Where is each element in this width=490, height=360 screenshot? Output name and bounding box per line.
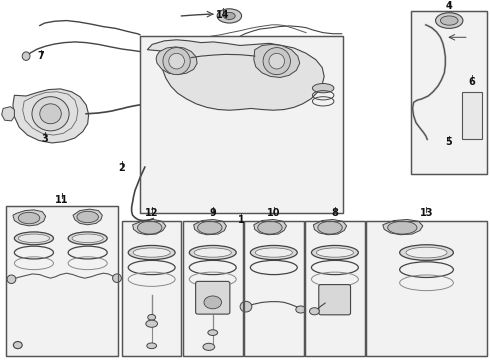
Ellipse shape xyxy=(269,53,285,69)
Ellipse shape xyxy=(148,315,156,320)
Ellipse shape xyxy=(146,320,158,327)
Polygon shape xyxy=(73,209,102,225)
Ellipse shape xyxy=(133,248,170,257)
Ellipse shape xyxy=(312,246,358,260)
Ellipse shape xyxy=(32,97,69,131)
Bar xyxy=(366,221,487,356)
Ellipse shape xyxy=(318,221,342,234)
Polygon shape xyxy=(254,220,287,235)
Text: 6: 6 xyxy=(469,77,476,87)
Ellipse shape xyxy=(203,343,215,350)
Text: 3: 3 xyxy=(41,134,48,144)
Polygon shape xyxy=(314,220,346,235)
Ellipse shape xyxy=(7,275,16,284)
Bar xyxy=(183,221,243,356)
Bar xyxy=(140,36,343,213)
Ellipse shape xyxy=(317,248,353,257)
Ellipse shape xyxy=(163,48,190,75)
Text: 4: 4 xyxy=(445,1,452,11)
Ellipse shape xyxy=(77,211,98,223)
Bar xyxy=(122,221,181,356)
Ellipse shape xyxy=(40,104,61,124)
Ellipse shape xyxy=(406,247,447,258)
FancyBboxPatch shape xyxy=(319,285,350,315)
Ellipse shape xyxy=(72,234,103,243)
Polygon shape xyxy=(194,220,226,235)
Text: 9: 9 xyxy=(209,208,216,219)
Polygon shape xyxy=(133,220,166,235)
Ellipse shape xyxy=(441,16,458,25)
Text: 10: 10 xyxy=(267,208,281,219)
Bar xyxy=(183,221,243,356)
Text: 7: 7 xyxy=(37,51,44,61)
Ellipse shape xyxy=(313,84,334,93)
Text: 12: 12 xyxy=(145,208,158,219)
Ellipse shape xyxy=(113,274,122,283)
Bar xyxy=(411,10,487,174)
Text: 1: 1 xyxy=(238,215,245,225)
Ellipse shape xyxy=(255,248,293,257)
Ellipse shape xyxy=(223,12,235,19)
Ellipse shape xyxy=(388,221,417,234)
Ellipse shape xyxy=(13,342,22,348)
Polygon shape xyxy=(1,107,14,121)
Text: 8: 8 xyxy=(331,208,338,219)
Bar xyxy=(305,221,365,356)
Bar xyxy=(140,36,343,213)
Ellipse shape xyxy=(128,246,175,260)
Bar xyxy=(463,93,482,139)
Ellipse shape xyxy=(208,330,218,336)
Ellipse shape xyxy=(189,246,236,260)
Ellipse shape xyxy=(18,234,49,243)
Bar xyxy=(244,221,304,356)
Polygon shape xyxy=(156,47,197,75)
Ellipse shape xyxy=(169,53,184,69)
Polygon shape xyxy=(147,40,324,110)
Polygon shape xyxy=(254,44,300,77)
Bar xyxy=(366,221,487,356)
Polygon shape xyxy=(383,220,423,235)
Bar xyxy=(244,221,304,356)
Ellipse shape xyxy=(240,301,252,312)
Ellipse shape xyxy=(258,221,282,234)
Ellipse shape xyxy=(400,245,453,260)
Ellipse shape xyxy=(14,232,53,245)
Bar xyxy=(305,221,365,356)
Text: 5: 5 xyxy=(445,137,452,147)
Ellipse shape xyxy=(263,48,291,75)
Polygon shape xyxy=(13,89,89,143)
Text: 11: 11 xyxy=(55,195,69,205)
Ellipse shape xyxy=(18,212,40,224)
Bar xyxy=(411,10,487,174)
Ellipse shape xyxy=(22,52,30,60)
Bar xyxy=(5,206,118,356)
Bar xyxy=(5,206,118,356)
Ellipse shape xyxy=(250,246,297,260)
Bar xyxy=(122,221,181,356)
FancyBboxPatch shape xyxy=(196,282,230,314)
Ellipse shape xyxy=(296,306,306,313)
Ellipse shape xyxy=(194,248,231,257)
Ellipse shape xyxy=(217,9,242,23)
Ellipse shape xyxy=(68,232,107,245)
Ellipse shape xyxy=(197,221,222,234)
Ellipse shape xyxy=(147,343,157,348)
Ellipse shape xyxy=(138,221,162,234)
Ellipse shape xyxy=(204,296,221,309)
Ellipse shape xyxy=(310,308,319,315)
Ellipse shape xyxy=(436,13,463,28)
Text: 14: 14 xyxy=(216,10,230,20)
Text: 2: 2 xyxy=(119,163,125,173)
Text: 13: 13 xyxy=(419,208,433,219)
Polygon shape xyxy=(13,210,46,226)
